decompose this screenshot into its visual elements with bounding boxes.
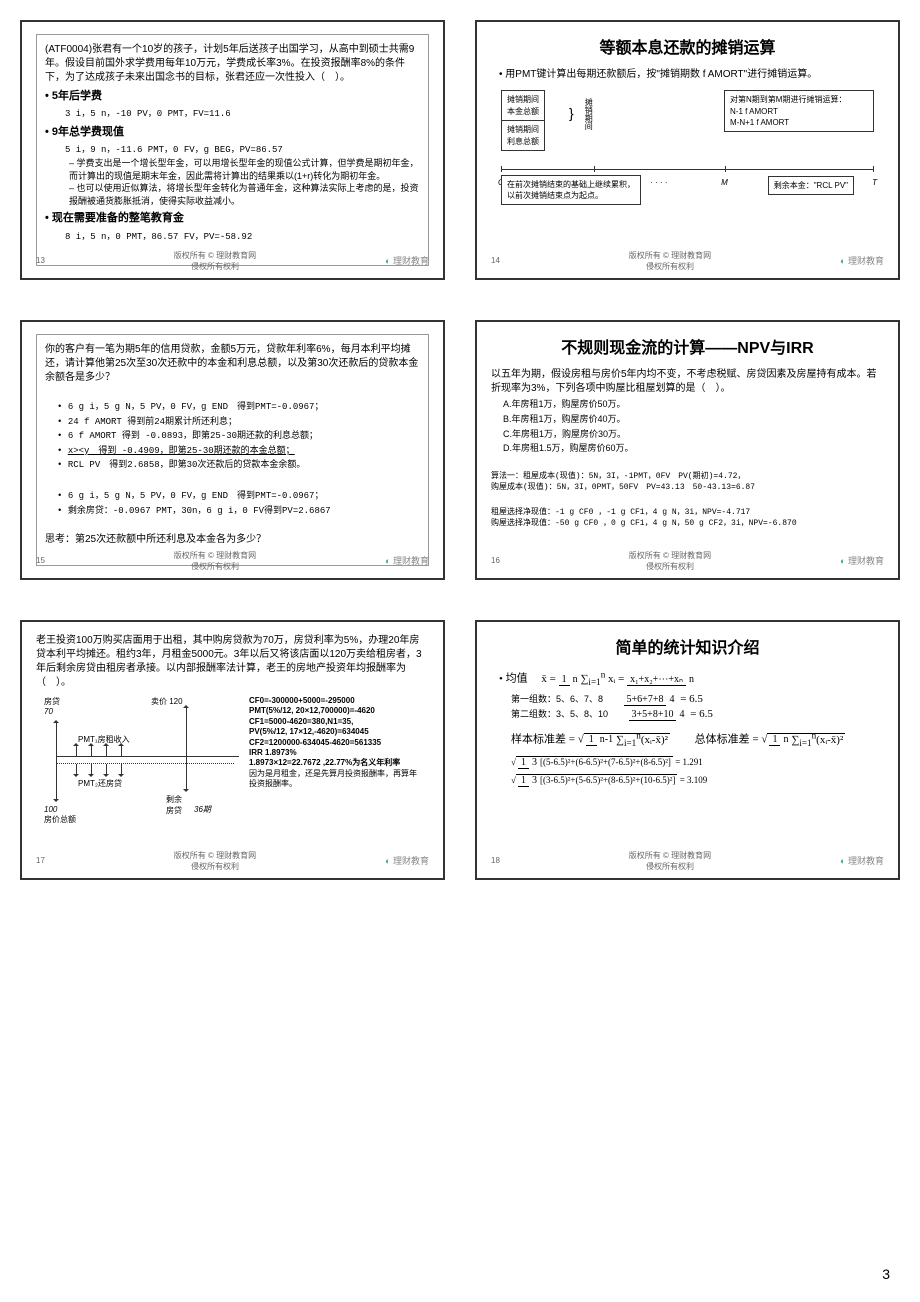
problem-text: 你的客户有一笔为期5年的信用贷款，金额5万元，贷款年利率6%，每月本利平均摊还，… — [45, 343, 420, 385]
copyright: 版权所有 © 理财教育网 侵权所有权利 — [629, 850, 711, 872]
page-number: 3 — [882, 1266, 890, 1282]
logo: 理财教育 — [385, 255, 429, 268]
option-d: D.年房租1.5万，购屋房价60万。 — [503, 442, 884, 455]
slide-number: 17 — [36, 855, 45, 866]
logo: 理财教育 — [385, 855, 429, 868]
bullet-3: 现在需要准备的整笔教育金 — [45, 211, 420, 226]
slide-14: 等额本息还款的摊销运算 用PMT键计算出每期还款额后，按"摊销期数 f AMOR… — [475, 20, 900, 280]
amort-diagram: 摊销期间 本金总额 摊销期间 利息总额 } 摊销期间 对第N期到第M期进行摊销运… — [491, 90, 884, 200]
option-a: A.年房租1万，购屋房价50万。 — [503, 398, 884, 411]
slide-18: 简单的统计知识介绍 均值 x̄ = 1n∑i=1n xᵢ = x₁+x₂+⋯+x… — [475, 620, 900, 880]
copyright: 版权所有 © 理财教育网 侵权所有权利 — [629, 550, 711, 572]
copyright: 版权所有 © 理财教育网 侵权所有权利 — [629, 250, 711, 272]
bullet-2: 9年总学费现值 — [45, 125, 420, 140]
slide-number: 18 — [491, 855, 500, 866]
copyright: 版权所有 © 理财教育网 侵权所有权利 — [174, 550, 256, 572]
calc-2: 5 i，9 n，-11.6 PMT，0 FV，g BEG，PV=86.57 — [65, 144, 420, 157]
slide-number: 13 — [36, 255, 45, 266]
note-1: 学费支出是一个增长型年金，可以用增长型年金的现值公式计算，但学费是期初年金，而计… — [69, 157, 420, 182]
slide-number: 15 — [36, 555, 45, 566]
intro-text: 以五年为期，假设房租与房价5年内均不变，不考虑税赋、房贷因素及房屋持有成本。若折… — [491, 368, 884, 396]
problem-text: 老王投资100万购买店面用于出租，其中购房贷款为70万，房贷利率为5%，办理20… — [36, 634, 429, 690]
copyright: 版权所有 © 理财教育网 侵权所有权利 — [174, 850, 256, 872]
calc-3: 8 i，5 n，0 PMT，86.57 FV，PV=-58.92 — [65, 231, 420, 244]
bullet-1: 5年后学费 — [45, 89, 420, 104]
logo: 理财教育 — [840, 855, 884, 868]
slide-title: 简单的统计知识介绍 — [491, 638, 884, 660]
problem-text: (ATF0004)张君有一个10岁的孩子，计划5年后送孩子出国学习，从高中到硕士… — [45, 43, 420, 85]
think-prompt: 思考：第25次还款额中所还利息及本金各为多少？ — [45, 533, 420, 547]
note-2: 也可以使用近似算法，将增长型年金转化为普通年金，这种算法实际上考虑的是，投资报酬… — [69, 182, 420, 207]
slide-title: 不规则现金流的计算——NPV与IRR — [491, 338, 884, 360]
copyright: 版权所有 © 理财教育网 侵权所有权利 — [174, 250, 256, 272]
option-c: C.年房租1万，购屋房价30万。 — [503, 428, 884, 441]
slide-number: 14 — [491, 255, 500, 266]
option-b: B.年房租1万，购屋房价40万。 — [503, 413, 884, 426]
bullet: 用PMT键计算出每期还款额后，按"摊销期数 f AMORT"进行摊销运算。 — [499, 68, 884, 82]
logo: 理财教育 — [385, 555, 429, 568]
slide-16: 不规则现金流的计算——NPV与IRR 以五年为期，假设房租与房价5年内均不变，不… — [475, 320, 900, 580]
calc-1: 3 i，5 n，-10 PV，0 PMT，FV=11.6 — [65, 108, 420, 121]
cashflow-diagram: 房贷 70 卖价 120 PMT₁房租收入 PMT₂还房贷 100 房价总额 剩… — [36, 696, 429, 836]
slide-15: 你的客户有一笔为期5年的信用贷款，金额5万元，贷款年利率6%，每月本利平均摊还，… — [20, 320, 445, 580]
slide-title: 等额本息还款的摊销运算 — [491, 38, 884, 60]
slide-13: (ATF0004)张君有一个10岁的孩子，计划5年后送孩子出国学习，从高中到硕士… — [20, 20, 445, 280]
slide-number: 16 — [491, 555, 500, 566]
slide-17: 老王投资100万购买店面用于出租，其中购房贷款为70万，房贷利率为5%，办理20… — [20, 620, 445, 880]
logo: 理财教育 — [840, 255, 884, 268]
logo: 理财教育 — [840, 555, 884, 568]
